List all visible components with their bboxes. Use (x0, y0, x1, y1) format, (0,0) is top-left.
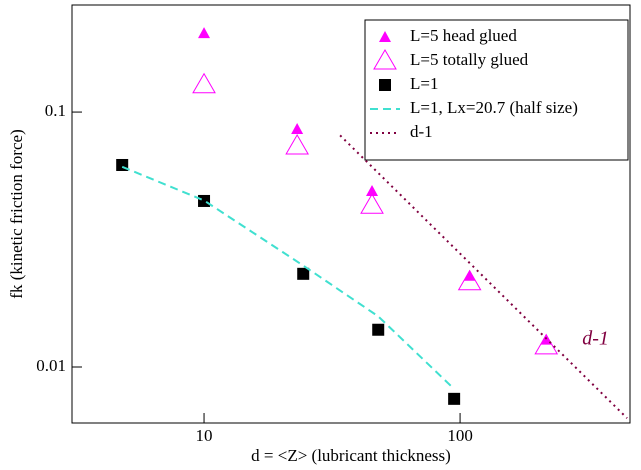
series-line (121, 165, 455, 390)
open-triangle-marker (360, 193, 384, 214)
legend-label: L=1 (410, 74, 438, 93)
open-triangle-marker (285, 134, 310, 155)
square-marker (372, 323, 385, 336)
legend-box (364, 19, 629, 161)
open-triangle-marker (457, 269, 482, 291)
x-tick-label: 10 (196, 426, 213, 445)
open-triangle-marker (534, 333, 559, 355)
open-triangle-marker (373, 49, 397, 70)
triangle-marker (366, 185, 379, 197)
triangle-marker (463, 269, 476, 281)
x-axis-label: d = <Z> (lubricant thickness) (251, 446, 451, 465)
y-tick-label: 0.01 (36, 356, 66, 375)
legend-label: L=1, Lx=20.7 (half size) (410, 98, 578, 117)
legend-label: L=5 head glued (410, 26, 517, 45)
triangle-marker (379, 31, 391, 42)
legend-label: d-1 (410, 122, 433, 141)
y-tick-label: 0.1 (45, 101, 66, 120)
annotation: d-1 (582, 327, 609, 349)
triangle-marker (291, 123, 304, 135)
square-marker (297, 267, 310, 280)
open-triangle-marker (192, 72, 216, 94)
y-axis-label: fk (kinetic friction force) (7, 129, 26, 298)
x-tick-label: 100 (447, 426, 473, 445)
square-marker (379, 79, 391, 91)
legend-label: L=5 totally glued (410, 50, 529, 69)
plot-frame (71, 4, 631, 424)
series-line (339, 134, 628, 419)
square-marker (448, 392, 461, 405)
triangle-marker (198, 27, 211, 39)
square-marker (198, 194, 211, 207)
